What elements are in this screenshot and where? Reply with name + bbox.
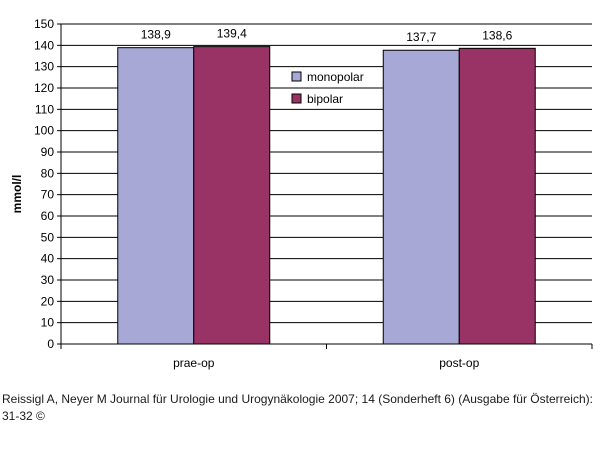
x-axis-category-labels: prae-op post-op bbox=[173, 356, 480, 370]
bar-monopolar-post-op bbox=[382, 49, 460, 345]
y-tick-label: 0 bbox=[47, 337, 54, 351]
y-tick-label: 90 bbox=[41, 145, 55, 159]
y-tick-label: 140 bbox=[34, 38, 54, 52]
data-label: 139,4 bbox=[217, 27, 247, 41]
source-caption: Reissigl A, Neyer M Journal für Urologie… bbox=[2, 392, 593, 423]
y-tick-label: 40 bbox=[41, 252, 55, 266]
y-tick-label: 150 bbox=[34, 17, 54, 31]
y-tick-label: 10 bbox=[41, 316, 55, 330]
bar-bipolar-prae-op bbox=[193, 46, 271, 345]
bars bbox=[117, 46, 536, 345]
y-tick-label: 100 bbox=[34, 124, 54, 138]
y-tick-label: 120 bbox=[34, 81, 54, 95]
x-category-label: post-op bbox=[439, 356, 479, 370]
legend: monopolar bipolar bbox=[291, 70, 364, 106]
x-category-label: prae-op bbox=[173, 356, 215, 370]
y-tick-label: 60 bbox=[41, 209, 55, 223]
y-tick-label: 30 bbox=[41, 273, 55, 287]
y-tick-label: 130 bbox=[34, 60, 54, 74]
bar-monopolar-prae-op bbox=[117, 47, 195, 345]
y-tick-label: 20 bbox=[41, 294, 55, 308]
data-label: 138,9 bbox=[141, 28, 171, 42]
y-tick-label: 110 bbox=[35, 102, 54, 116]
legend-label-bipolar: bipolar bbox=[307, 92, 343, 106]
legend-swatch-bipolar bbox=[291, 93, 302, 104]
y-axis-tick-labels: 0 10 20 30 40 50 60 70 80 90 100 110 120 130 140 150 bbox=[34, 17, 54, 351]
y-tick-label: 70 bbox=[41, 188, 55, 202]
y-axis-label: mmol/l bbox=[10, 175, 24, 214]
data-label: 137,7 bbox=[406, 30, 436, 44]
data-labels: 138,9 139,4 137,7 138,6 bbox=[141, 27, 513, 45]
bar-bipolar-post-op bbox=[458, 47, 536, 345]
legend-swatch-monopolar bbox=[291, 71, 302, 82]
bar-chart: 0 10 20 30 40 50 60 70 80 90 100 110 120 130 140 150 13… bbox=[10, 17, 593, 370]
data-label: 138,6 bbox=[482, 28, 512, 42]
y-tick-label: 50 bbox=[41, 230, 55, 244]
legend-label-monopolar: monopolar bbox=[307, 70, 364, 84]
y-tick-label: 80 bbox=[41, 166, 55, 180]
